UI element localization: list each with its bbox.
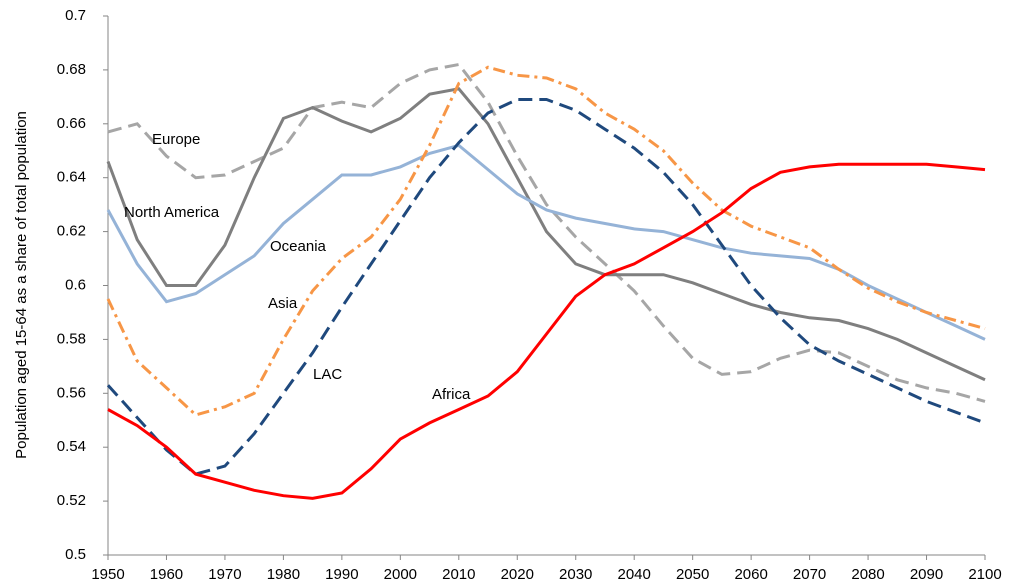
x-tick-label: 2020 (501, 566, 534, 583)
y-tick-label: 0.52 (57, 492, 86, 509)
series-line (107, 62, 986, 403)
x-tick-label: 1950 (91, 566, 124, 583)
series-line (106, 98, 986, 476)
series-line (106, 65, 986, 417)
x-tick-label: 2030 (559, 566, 592, 583)
y-tick-label: 0.56 (57, 384, 86, 401)
x-tick-label: 2000 (384, 566, 417, 583)
y-tick-label: 0.7 (65, 7, 86, 24)
x-tick-label: 2100 (968, 566, 1001, 583)
y-tick-label: 0.6 (65, 276, 86, 293)
y-tick-label: 0.58 (57, 330, 86, 347)
y-tick-label: 0.68 (57, 61, 86, 78)
series-line (107, 162, 986, 500)
x-tick-label: 2010 (442, 566, 475, 583)
x-tick-label: 2050 (676, 566, 709, 583)
series-label: North America (124, 204, 220, 221)
x-tick-label: 2060 (734, 566, 767, 583)
y-tick-label: 0.54 (57, 438, 86, 455)
x-tick-label: 2080 (851, 566, 884, 583)
y-tick-label: 0.64 (57, 169, 86, 186)
series-label: Oceania (270, 238, 327, 255)
series-line (106, 87, 986, 382)
x-tick-label: 1970 (208, 566, 241, 583)
series-line (106, 143, 986, 341)
y-tick-label: 0.5 (65, 546, 86, 563)
x-tick-label: 2090 (910, 566, 943, 583)
series-label: LAC (313, 366, 342, 383)
x-tick-label: 1980 (267, 566, 300, 583)
x-tick-label: 2040 (618, 566, 651, 583)
x-tick-label: 1960 (150, 566, 183, 583)
y-tick-label: 0.66 (57, 115, 86, 132)
x-tick-label: 1990 (325, 566, 358, 583)
series-label: Asia (268, 295, 298, 312)
x-tick-label: 2070 (793, 566, 826, 583)
series-label: Europe (152, 131, 200, 148)
y-axis-label: Population aged 15-64 as a share of tota… (13, 111, 30, 459)
y-tick-label: 0.62 (57, 223, 86, 240)
series-label: Africa (432, 386, 471, 403)
